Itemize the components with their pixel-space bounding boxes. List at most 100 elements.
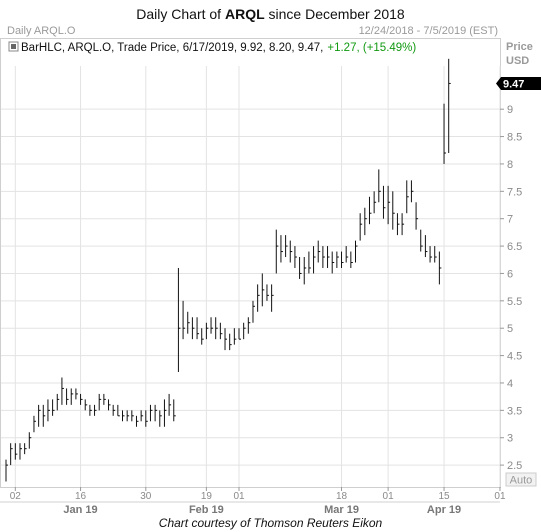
x-tick-label: 01 xyxy=(383,491,395,502)
hlc-bar xyxy=(205,322,209,340)
hlc-bar xyxy=(140,410,144,422)
legend: BarHLC, ARQL.O, Trade Price, 6/17/2019, … xyxy=(8,41,416,54)
hlc-bar xyxy=(201,328,204,345)
hlc-bar xyxy=(42,404,46,427)
x-tick-label: 01 xyxy=(494,491,506,502)
hlc-bar xyxy=(355,240,358,263)
last-price-value: 9.47 xyxy=(503,78,524,90)
hlc-bar xyxy=(299,257,302,279)
price-bars xyxy=(5,58,451,482)
hlc-bar xyxy=(149,404,153,422)
hlc-bar xyxy=(392,191,395,230)
hlc-bar xyxy=(327,246,330,268)
y-tick-label: 2.5 xyxy=(507,460,522,472)
currency-axis-label: USD xyxy=(506,55,529,67)
hlc-bar xyxy=(98,393,102,411)
hlc-bar xyxy=(126,410,130,422)
hlc-bar xyxy=(387,185,391,225)
x-tick-label: 16 xyxy=(75,491,87,502)
hlc-bar xyxy=(215,317,218,340)
plot-frame xyxy=(0,38,501,488)
hlc-bar xyxy=(350,251,353,268)
y-tick-label: 5 xyxy=(507,323,513,335)
last-price-tag xyxy=(496,76,541,90)
auto-scale-button[interactable] xyxy=(505,472,537,487)
hlc-bar xyxy=(280,235,283,263)
hlc-bar xyxy=(331,251,335,274)
last-price-marker: 9.47 xyxy=(496,76,541,90)
hlc-bar xyxy=(368,196,372,225)
legend-text: BarHLC, ARQL.O, Trade Price, 6/17/2019, … xyxy=(21,42,416,54)
hlc-bar xyxy=(229,333,232,351)
hlc-bar xyxy=(75,388,78,400)
hlc-bar xyxy=(173,399,176,422)
hlc-bar xyxy=(359,213,363,241)
y-tick-label: 9 xyxy=(507,104,513,116)
hlc-bar xyxy=(84,399,88,411)
hlc-bar xyxy=(252,300,255,323)
hlc-bar xyxy=(163,399,167,427)
y-axis-ticks: 2.5 3 3.5 4 4.5 5 5.5 6 6.5 7 7.5 8 8.5 9 xyxy=(500,104,522,472)
hlc-bar xyxy=(38,404,41,427)
hlc-bar xyxy=(275,229,279,274)
hlc-bar xyxy=(135,415,139,427)
y-tick-label: 5.5 xyxy=(507,296,522,308)
hlc-bar xyxy=(378,169,381,203)
auto-scale-label: Auto xyxy=(510,475,533,487)
chart-credit: Chart courtesy of Thomson Reuters Eikon xyxy=(158,516,383,530)
hlc-bar xyxy=(70,388,74,405)
hlc-bar xyxy=(191,317,195,340)
hlc-bar xyxy=(373,191,377,214)
month-label: Apr 19 xyxy=(427,504,461,516)
y-tick-label: 7.5 xyxy=(507,186,522,198)
hlc-bar xyxy=(261,273,265,307)
hlc-bar xyxy=(80,393,83,405)
hlc-bar xyxy=(131,410,134,422)
hlc-bar xyxy=(19,443,22,460)
hlc-bar xyxy=(61,377,64,405)
hlc-bar xyxy=(443,103,447,164)
hlc-bar xyxy=(210,317,214,334)
hlc-bar xyxy=(224,328,228,351)
hlc-bar xyxy=(424,235,428,258)
hlc-bar xyxy=(429,246,433,263)
hlc-bar xyxy=(415,202,419,230)
hlc-bar xyxy=(303,257,307,285)
hlc-bar xyxy=(10,443,13,466)
hlc-bar xyxy=(47,399,50,422)
x-tick-label: 01 xyxy=(233,491,245,502)
hlc-bar xyxy=(52,399,55,416)
hlc-bar xyxy=(66,388,69,405)
hlc-bar xyxy=(177,267,181,373)
hlc-bar xyxy=(33,415,36,433)
x-tick-label: 19 xyxy=(201,491,213,502)
hlc-bar xyxy=(289,240,293,263)
hlc-bar xyxy=(168,393,172,416)
month-label: Jan 19 xyxy=(63,504,97,516)
hlc-bar xyxy=(434,246,437,263)
x-axis-ticks: 02163019011801150115031701 xyxy=(10,487,506,502)
x-tick-label: 02 xyxy=(10,491,22,502)
hlc-bar xyxy=(257,284,260,312)
hlc-bar xyxy=(5,459,8,482)
price-axis-label: Price xyxy=(506,41,533,53)
hlc-bar xyxy=(322,246,325,268)
hlc-bar xyxy=(117,404,120,417)
hlc-bar xyxy=(122,410,125,422)
hlc-bar xyxy=(317,240,321,263)
hlc-bar xyxy=(28,432,32,449)
hlc-bar xyxy=(420,229,423,252)
hlc-bar xyxy=(219,322,223,340)
hlc-bar xyxy=(285,235,288,258)
hlc-bar xyxy=(196,317,200,340)
series-header: Daily ARQL.O xyxy=(7,25,76,37)
hlc-bar xyxy=(56,393,60,411)
y-tick-label: 3.5 xyxy=(507,405,522,417)
y-tick-label: 3 xyxy=(507,433,513,445)
hlc-bar xyxy=(364,207,367,236)
y-tick-label: 4.5 xyxy=(507,351,522,363)
hlc-bar xyxy=(14,443,18,460)
hlc-bar xyxy=(410,180,414,203)
y-tick-label: 8.5 xyxy=(507,132,522,144)
